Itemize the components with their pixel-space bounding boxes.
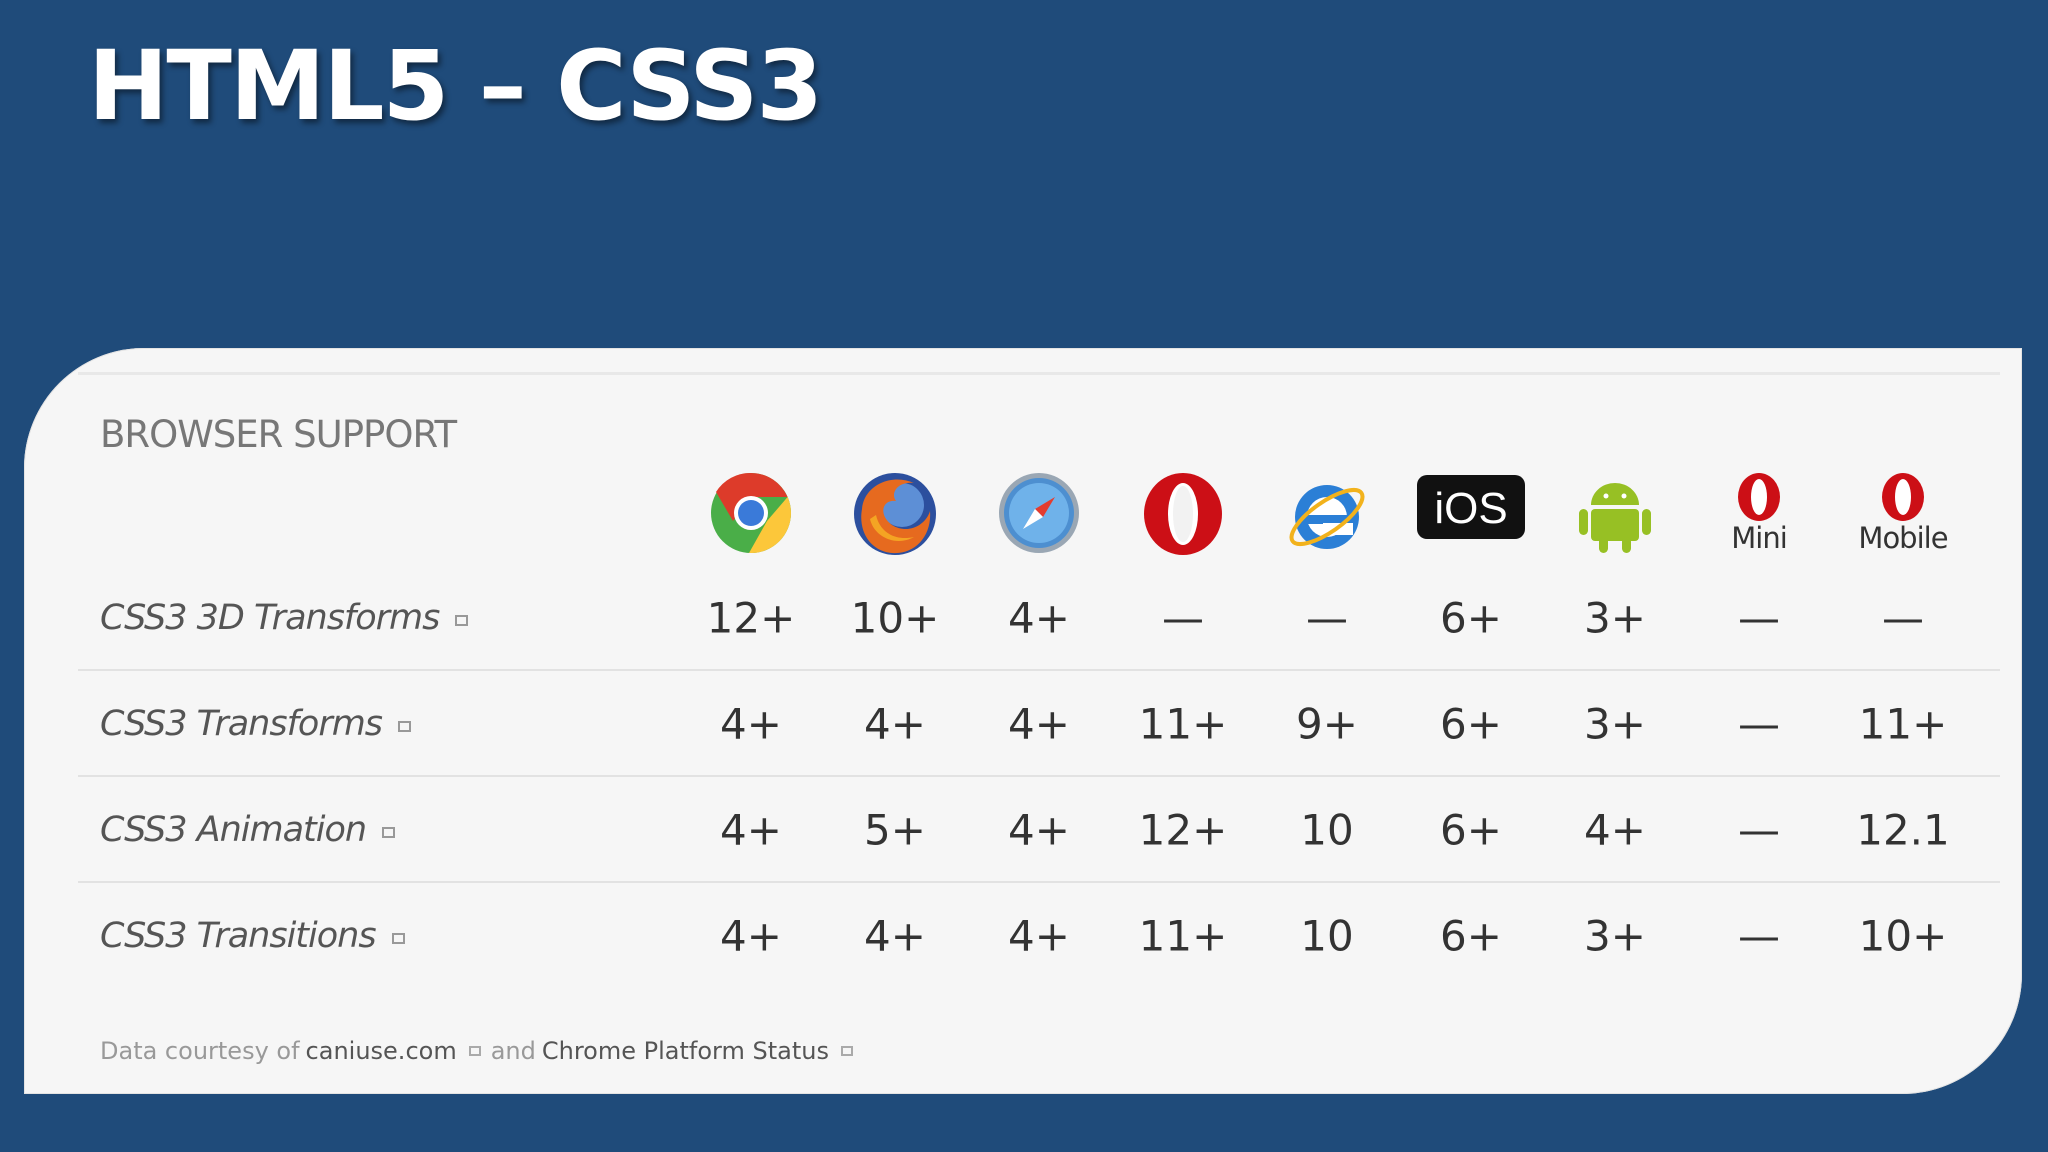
footnote-conjunction: and [490,1037,536,1065]
support-cell: 10 [1300,911,1354,961]
chrome-platform-status-link[interactable]: Chrome Platform Status [541,1037,829,1065]
support-cell: 3+ [1584,593,1646,643]
support-cell: 4+ [1008,593,1070,643]
footnote-prefix: Data courtesy of [100,1037,300,1065]
support-cell: 3+ [1584,699,1646,749]
safari-icon [999,473,1079,553]
row-divider [78,775,2000,777]
browser-column-chrome [705,471,797,567]
feature-name[interactable]: CSS3 Transforms [100,704,412,744]
opera-icon [1144,473,1222,555]
support-cell: — [1738,911,1780,961]
browser-column-opera-mobile: Mobile [1857,471,1949,567]
support-cell: 6+ [1440,911,1502,961]
browser-support-card: BROWSER SUPPORT [24,348,2022,1094]
support-cell: 10 [1300,805,1354,855]
opera-mobile-icon [1882,473,1924,521]
support-cell: 4+ [720,911,782,961]
feature-link[interactable]: CSS3 Transforms [100,704,383,744]
browser-column-safari [993,471,1085,567]
support-cell: 4+ [1008,805,1070,855]
support-cell: — [1738,699,1780,749]
table-row: CSS3 3D Transforms 12+ 10+ 4+ — — 6+ 3+ … [78,565,2000,671]
support-cell: 11+ [1138,911,1228,961]
opera-mini-icon [1738,473,1780,521]
support-cell: 4+ [720,805,782,855]
feature-link[interactable]: CSS3 Transitions [100,916,377,956]
external-link-icon [840,1046,853,1056]
chrome-icon [711,472,791,554]
feature-name[interactable]: CSS3 Animation [100,810,396,850]
browser-icons-row: iOS [78,471,2000,567]
firefox-icon [854,473,936,555]
row-divider [78,881,2000,883]
support-cell: 4+ [1008,911,1070,961]
caniuse-link[interactable]: caniuse.com [305,1037,457,1065]
support-cell: 11+ [1138,699,1228,749]
ios-icon: iOS [1417,475,1525,539]
support-cell: 5+ [864,805,926,855]
feature-name[interactable]: CSS3 Transitions [100,916,405,956]
feature-name[interactable]: CSS3 3D Transforms [100,598,469,638]
support-cell: 10+ [1858,911,1948,961]
table-row: CSS3 Transforms 4+ 4+ 4+ 11+ 9+ 6+ 3+ — … [78,671,2000,777]
support-cell: 3+ [1584,911,1646,961]
table-row: CSS3 Transitions 4+ 4+ 4+ 11+ 10 6+ 3+ —… [78,883,2000,989]
support-cell: 9+ [1296,699,1358,749]
support-cell: 4+ [864,699,926,749]
support-cell: 12+ [1138,805,1228,855]
external-link-icon [391,932,405,944]
external-link-icon [382,826,396,838]
data-source-footnote: Data courtesy of caniuse.com and Chrome … [100,1037,863,1065]
support-cell: — [1162,593,1204,643]
internet-explorer-icon [1289,485,1365,549]
browser-column-opera [1137,471,1229,567]
support-cell: 10+ [850,593,940,643]
opera-mini-label: Mini [1731,521,1788,555]
support-cell: 4+ [864,911,926,961]
table-row: CSS3 Animation 4+ 5+ 4+ 12+ 10 6+ 4+ — 1… [78,777,2000,883]
row-divider [78,669,2000,671]
support-cell: 6+ [1440,593,1502,643]
opera-mobile-label: Mobile [1858,521,1948,555]
svg-text:iOS: iOS [1434,484,1507,533]
support-cell: 11+ [1858,699,1948,749]
browser-column-android [1569,471,1661,567]
support-cell: 12+ [706,593,796,643]
android-icon [1579,483,1651,553]
external-link-icon [398,720,412,732]
support-cell: — [1738,593,1780,643]
browser-support-table: BROWSER SUPPORT [78,372,2000,1094]
feature-link[interactable]: CSS3 3D Transforms [100,598,440,638]
support-cell: — [1882,593,1924,643]
support-cell: — [1306,593,1348,643]
table-heading: BROWSER SUPPORT [100,413,457,456]
support-cell: 12.1 [1856,805,1950,855]
support-cell: 6+ [1440,699,1502,749]
external-link-icon [455,614,469,626]
support-cell: — [1738,805,1780,855]
slide-title: HTML5 – CSS3 [88,30,823,142]
feature-link[interactable]: CSS3 Animation [100,810,367,850]
browser-column-firefox [849,471,941,567]
browser-column-internet-explorer [1281,471,1373,567]
support-cell: 4+ [1008,699,1070,749]
support-cell: 6+ [1440,805,1502,855]
external-link-icon [468,1046,481,1056]
support-cell: 4+ [1584,805,1646,855]
browser-column-ios: iOS [1417,471,1525,567]
support-cell: 4+ [720,699,782,749]
browser-column-opera-mini: Mini [1713,471,1805,567]
